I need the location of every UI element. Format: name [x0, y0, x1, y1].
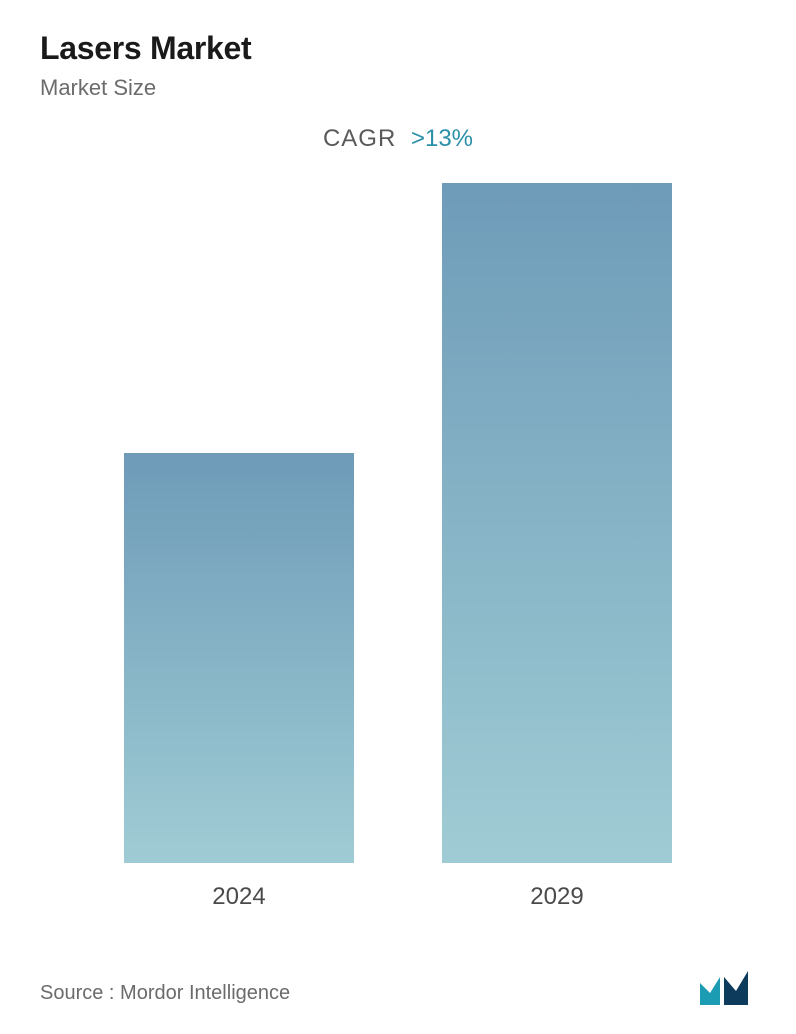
bar-label-1: 2029	[530, 883, 583, 911]
brand-logo	[700, 969, 756, 1005]
bar-0	[124, 453, 354, 863]
bar-label-0: 2024	[212, 883, 265, 911]
cagr-label: CAGR	[323, 125, 396, 152]
chart-subtitle: Market Size	[40, 75, 756, 101]
cagr-annotation: CAGR >13%	[40, 125, 756, 153]
logo-icon	[700, 969, 756, 1005]
bar-group-0: 2024	[119, 453, 359, 911]
chart-title: Lasers Market	[40, 30, 756, 67]
bar-1	[442, 183, 672, 863]
cagr-value: >13%	[411, 125, 473, 152]
bar-group-1: 2029	[437, 183, 677, 911]
chart-container: Lasers Market Market Size CAGR >13% 2024…	[0, 0, 796, 1034]
source-text: Source : Mordor Intelligence	[40, 982, 290, 1005]
bar-chart: 2024 2029	[40, 183, 756, 931]
footer-row: Source : Mordor Intelligence	[40, 941, 756, 1005]
